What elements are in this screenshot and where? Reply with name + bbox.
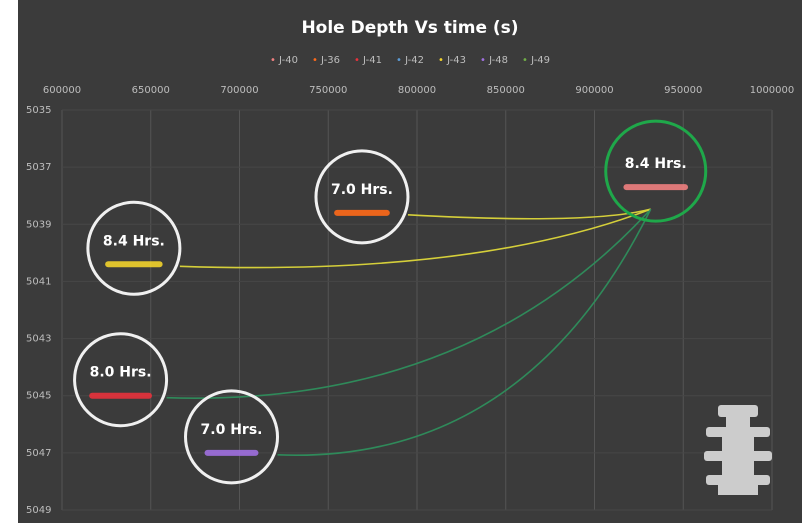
annotation: 8.4 Hrs. [103,233,165,249]
wellhead-icon [704,405,772,495]
x-tick-label: 750000 [309,85,347,96]
chart-title: Hole Depth Vs time (s) [301,18,518,38]
legend-bullet: • [354,55,363,66]
legend-label: J-36 [320,55,340,66]
annotation: 7.0 Hrs. [331,182,393,198]
y-tick-label: 5035 [26,105,51,116]
legend-bullet: • [522,55,531,66]
annotation: 7.0 Hrs. [201,422,263,438]
annotation: 8.4 Hrs. [625,156,687,172]
connector [166,208,652,399]
x-tick-label: 1000000 [750,85,795,96]
legend-label: J-49 [530,55,550,66]
y-tick-label: 5049 [26,505,51,516]
connector [407,208,651,220]
annotation-circle [73,332,169,428]
legend-bullet: • [480,55,489,66]
connector [277,208,652,457]
x-tick-label: 700000 [220,85,258,96]
legend-bullet: • [396,55,405,66]
legend-label: J-40 [278,55,298,66]
legend-label: J-42 [404,55,424,66]
annotation: 8.0 Hrs. [90,365,152,381]
legend-label: J-43 [446,55,466,66]
y-tick-label: 5043 [26,334,51,345]
y-tick-label: 5037 [26,162,51,173]
legend-bullet: • [312,55,321,66]
legend-label: J-41 [362,55,382,66]
legend-bullet: • [438,55,447,66]
annotation-circle [604,119,708,223]
x-tick-label: 600000 [43,85,81,96]
connector [179,208,652,269]
legend: • J-40 • J-36 • J-41 • J-42 • J-43 • J-48 • J-… [270,55,550,66]
annotation-circle [86,200,182,296]
x-tick-label: 900000 [575,85,613,96]
y-tick-label: 5039 [26,219,51,230]
legend-label: J-48 [488,55,508,66]
annotation-circle [184,389,280,485]
y-tick-label: 5041 [26,276,51,287]
y-tick-label: 5045 [26,391,51,402]
x-tick-label: 950000 [664,85,702,96]
x-tick-label: 800000 [398,85,436,96]
annotation-circle [314,149,410,245]
y-tick-label: 5047 [26,448,51,459]
x-tick-label: 850000 [487,85,525,96]
x-tick-label: 650000 [132,85,170,96]
legend-bullet: • [270,55,279,66]
